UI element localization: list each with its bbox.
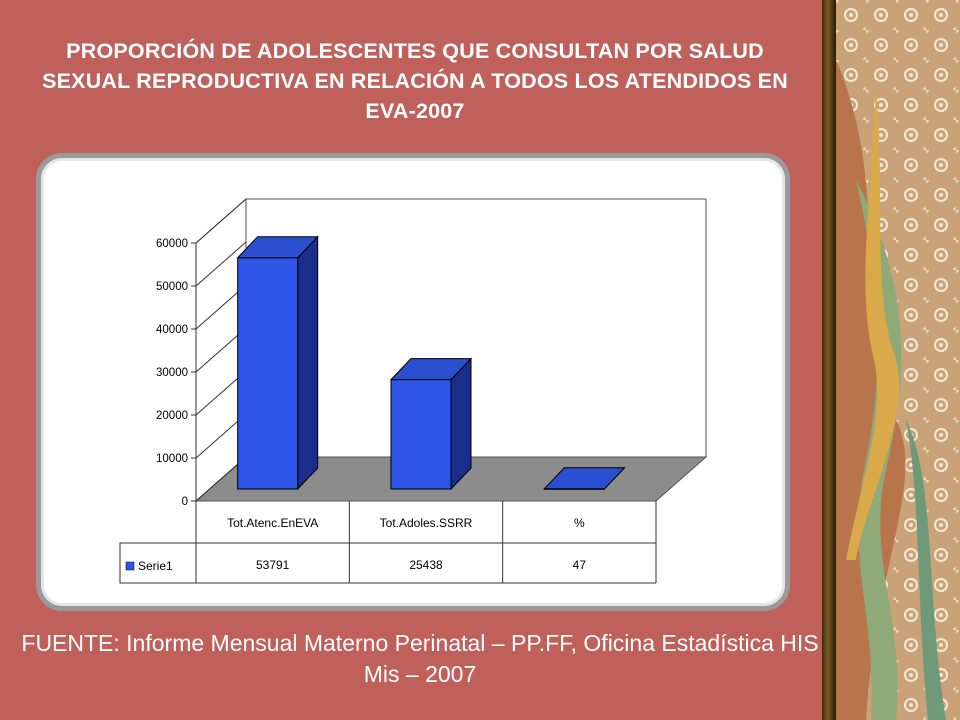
bar-top [389, 358, 473, 381]
bar [390, 379, 452, 490]
data-value-label: 47 [573, 558, 587, 572]
decorative-pattern [836, 0, 960, 720]
chart-back-wall [245, 198, 707, 458]
x-category-label: Tot.Adoles.SSRR [380, 516, 473, 530]
x-category-label: Tot.Atenc.EnEVA [227, 516, 318, 530]
y-tick-label: 20000 [156, 410, 188, 422]
y-tick-label: 40000 [156, 324, 188, 336]
bar-top [543, 467, 626, 490]
bar-side [450, 357, 472, 491]
slide-title: PROPORCIÓN DE ADOLESCENTES QUE CONSULTAN… [42, 39, 788, 123]
y-tick-diagonal [195, 241, 247, 287]
x-category-label: % [574, 516, 585, 530]
decorative-side-panel [836, 0, 960, 720]
y-tick-label: 0 [182, 496, 188, 508]
legend-label: Serie1 [138, 559, 173, 573]
bar [237, 257, 299, 490]
data-value-label: 53791 [256, 558, 290, 572]
y-tick-label: 60000 [156, 238, 188, 250]
y-tick-diagonal [195, 198, 247, 244]
source-note: FUENTE: Informe Mensual Materno Perinata… [21, 630, 819, 687]
slide-border [822, 0, 836, 720]
bar-chart: 0 10000 20000 30000 40000 50000 60000 Tot.Atenc… [119, 197, 708, 584]
chart-card: 0 10000 20000 30000 40000 50000 60000 Tot.Atenc… [36, 153, 790, 611]
bar-side [297, 235, 319, 491]
legend-swatch [125, 561, 135, 571]
y-tick-label: 50000 [156, 281, 188, 293]
bar-top [236, 236, 319, 259]
y-tick-label: 30000 [156, 367, 188, 379]
data-value-label: 25438 [409, 558, 443, 572]
y-tick-label: 10000 [156, 453, 188, 465]
